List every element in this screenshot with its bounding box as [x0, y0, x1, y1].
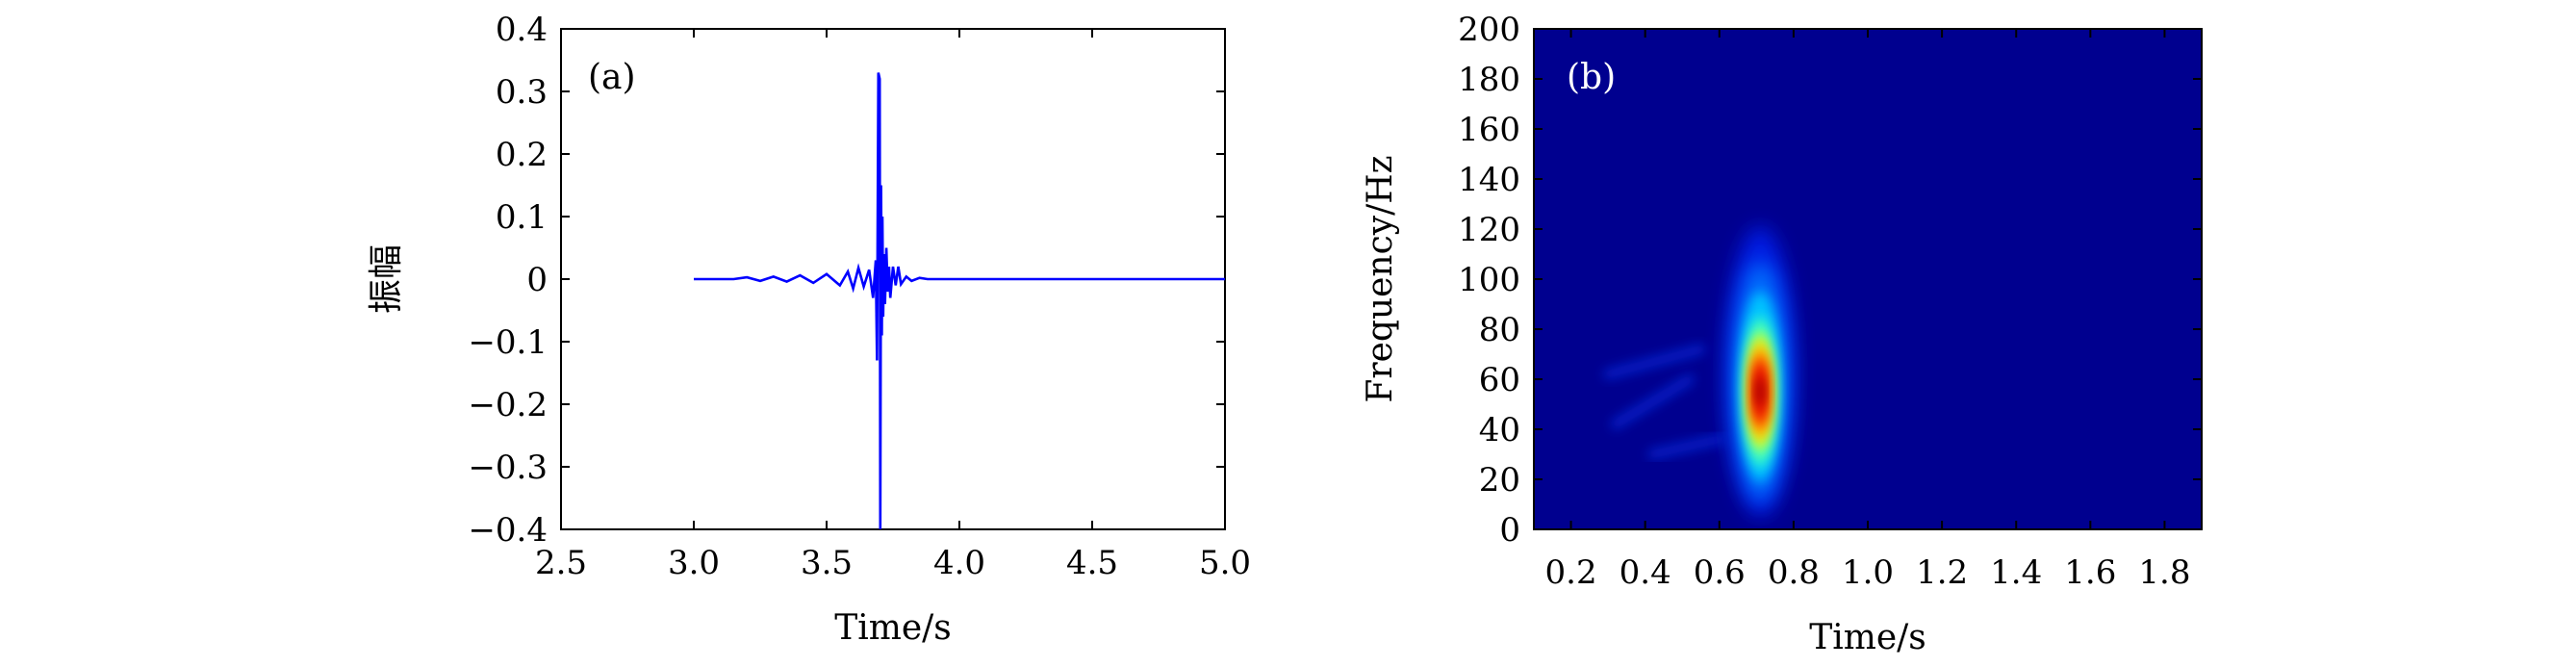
b-x-tick-label: 1.0: [1842, 553, 1894, 592]
panel-label-a: (a): [588, 58, 636, 97]
b-y-tick-label: 160: [1458, 111, 1520, 149]
b-x-tick-label: 0.8: [1768, 553, 1820, 592]
a-y-tick-label: 0.1: [496, 198, 548, 237]
a-x-tick-label: 2.5: [535, 544, 587, 582]
b-y-tick-label: 100: [1458, 261, 1520, 299]
y-axis-label-a: 振幅: [367, 244, 406, 314]
a-y-tick-label: 0.2: [496, 136, 548, 174]
b-x-tick-label: 0.4: [1620, 553, 1671, 592]
x-axis-label-a: Time/s: [834, 608, 952, 648]
b-x-tick-label: 1.6: [2064, 553, 2116, 592]
chart-a: 2.5 3.0 3.5 4.0 4.5 5.0 0.4 0.3 0.2 0.1 0 −0.1 −0.2 −…: [367, 11, 1251, 648]
heatmap-background: [1534, 29, 2202, 529]
a-y-tick-label: −0.2: [468, 386, 548, 424]
a-x-tick-label: 3.5: [801, 544, 853, 582]
y-axis-label-b: Frequency/Hz: [1361, 155, 1400, 402]
b-y-tick-label: 40: [1479, 411, 1520, 449]
a-y-tick-label: −0.4: [468, 511, 548, 550]
series-line-a: [694, 72, 1225, 529]
a-x-tick-label: 4.0: [933, 544, 985, 582]
axis-ticks-a: 2.5 3.0 3.5 4.0 4.5 5.0 0.4 0.3 0.2 0.1 0 −0.1 −0.2 −…: [468, 11, 1251, 582]
a-y-tick-label: −0.1: [468, 323, 548, 362]
b-y-tick-label: 120: [1458, 211, 1520, 249]
b-y-tick-label: 140: [1458, 161, 1520, 199]
a-x-tick-label: 4.5: [1066, 544, 1118, 582]
b-x-tick-label: 0.2: [1545, 553, 1597, 592]
b-y-tick-label: 200: [1458, 11, 1520, 49]
b-y-tick-label: 60: [1479, 361, 1520, 399]
a-y-tick-label: 0.4: [496, 11, 548, 49]
a-x-tick-label: 3.0: [668, 544, 720, 582]
heatmap-streak: [1610, 374, 1695, 429]
x-axis-label-b: Time/s: [1809, 618, 1926, 657]
a-y-tick-label: 0: [526, 261, 548, 299]
heatmap-streak: [1647, 434, 1724, 459]
b-x-tick-label: 1.2: [1916, 553, 1968, 592]
panel-label-b: (b): [1567, 58, 1616, 97]
b-x-tick-label: 1.4: [1990, 553, 2042, 592]
heatmap-field: [1603, 226, 1796, 517]
b-y-tick-label: 20: [1479, 461, 1520, 500]
b-x-tick-label: 1.8: [2138, 553, 2190, 592]
b-y-tick-label: 0: [1499, 511, 1520, 550]
a-y-tick-label: 0.3: [496, 73, 548, 112]
heatmap-streak: [1603, 344, 1706, 379]
a-x-tick-label: 5.0: [1199, 544, 1251, 582]
axis-ticks-b: 0.2 0.4 0.6 0.8 1.0 1.2 1.4 1.6 1.8 0 20 40 60 80 100 1…: [1458, 11, 2202, 592]
b-y-tick-label: 80: [1479, 311, 1520, 349]
b-x-tick-label: 0.6: [1694, 553, 1746, 592]
b-y-tick-label: 180: [1458, 61, 1520, 99]
a-y-tick-label: −0.3: [468, 449, 548, 487]
heatmap-level: [1755, 376, 1765, 407]
chart-b: 0.2 0.4 0.6 0.8 1.0 1.2 1.4 1.6 1.8 0 20 40 60 80 100 1…: [1361, 11, 2203, 657]
